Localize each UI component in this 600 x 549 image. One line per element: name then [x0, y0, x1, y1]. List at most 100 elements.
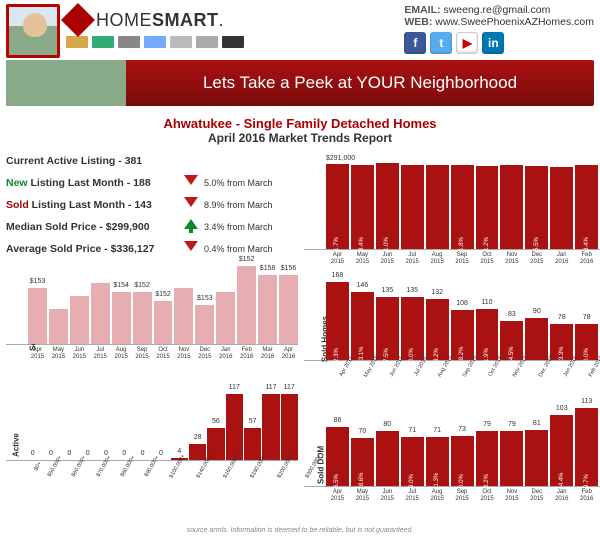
x-label: Dec2015: [525, 250, 548, 265]
x-label: Aug2015: [426, 250, 449, 265]
bar: 1682.3%: [326, 282, 349, 360]
x-label: Aug2015: [112, 345, 131, 360]
x-label: May2015: [49, 345, 68, 360]
bar: $152: [154, 301, 173, 344]
x-label: Jan2016: [550, 250, 573, 265]
stat-label: Median Sold Price - $299,900: [6, 221, 178, 233]
x-label: Dec2015: [195, 345, 214, 360]
contact-info: EMAIL: sweeng.re@gmail.com WEB: www.Swee…: [404, 4, 594, 54]
facebook-icon[interactable]: f: [404, 32, 426, 54]
stat-row: Sold Listing Last Month - 143 8.9% from M…: [6, 195, 298, 215]
bar: 798.2%: [476, 431, 499, 486]
arrow-down-icon: [184, 197, 198, 214]
bar: 7111.3%: [426, 437, 449, 486]
x-label: Jul2015: [401, 487, 424, 502]
chart-active: Active 000000004285611757117117 $0+$50,0…: [6, 395, 298, 495]
x-label: Jun2015: [70, 345, 89, 360]
report-title: Ahwatukee - Single Family Detached Homes…: [6, 116, 594, 145]
arrow-up-icon: [184, 219, 198, 236]
x-label: Dec2015: [525, 487, 548, 502]
chart-title: Sold DOM: [317, 446, 326, 484]
x-label: Nov2015: [500, 250, 523, 265]
endpoint-left: $291,000: [326, 155, 355, 162]
bar: 866.5%: [326, 427, 349, 486]
bar: 7018.6%: [351, 438, 374, 486]
bar: [550, 167, 573, 249]
bar: 1.0%: [376, 163, 399, 249]
bar: 1139.7%: [575, 408, 598, 486]
stat-label: Current Active Listing - 381: [6, 155, 178, 167]
stat-delta: 8.9% from March: [204, 200, 273, 210]
bar: 14613.1%: [351, 292, 374, 360]
report-title-line2: April 2016 Market Trends Report: [6, 131, 594, 145]
x-label: Mar2016: [258, 345, 277, 360]
x-label: Sep2015: [133, 345, 152, 360]
logo-block: HOMESMART.: [66, 4, 398, 48]
avatar: [6, 4, 60, 58]
bar: 8.4%: [351, 165, 374, 249]
report-title-line1: Ahwatukee - Single Family Detached Homes: [6, 116, 594, 131]
stat-delta: 0.4% from March: [204, 244, 273, 254]
bar: $152: [133, 292, 152, 344]
bar: 79: [500, 431, 523, 486]
stat-label: New Listing Last Month - 188: [6, 177, 178, 189]
x-label: Jan2016: [216, 345, 235, 360]
stat-row: Median Sold Price - $299,900 3.4% from Ma…: [6, 217, 298, 237]
x-label: Sep2015: [451, 487, 474, 502]
stat-delta: 5.0% from March: [204, 178, 273, 188]
arrow-down-icon: [184, 175, 198, 192]
bar: 1357.5%: [376, 297, 399, 360]
chart-sold-per-sqft: Sold $ per sq/ft $153$154$152$152$153$15…: [6, 267, 298, 377]
bar: $156: [279, 275, 298, 344]
bar: 1328.2%: [426, 299, 449, 360]
banner-title: Lets Take a Peek at YOUR Neighborhood: [126, 73, 594, 93]
bar: 5.5%: [525, 166, 548, 249]
stat-row: New Listing Last Month - 188 5.0% from Ma…: [6, 173, 298, 193]
bar: 81: [525, 430, 548, 486]
bar: $152: [237, 266, 256, 344]
x-label: Oct2015: [476, 487, 499, 502]
chart-title: Active: [12, 433, 21, 457]
x-label: Oct2015: [476, 250, 499, 265]
x-label: Sep2015: [451, 250, 474, 265]
x-label: Jun2015: [376, 487, 399, 502]
stat-label: Sold Listing Last Month - 143: [6, 199, 178, 211]
chart-sold-dom: Sold DOM 866.5%7018.6%80719.0%7111.3%730…: [304, 409, 600, 521]
x-label: Jul2015: [401, 250, 424, 265]
arrow-down-icon: [184, 241, 198, 258]
bar: $154: [112, 292, 131, 344]
bar: [216, 292, 235, 344]
twitter-icon[interactable]: t: [430, 32, 452, 54]
bar: [70, 296, 89, 344]
web-value: www.SweePhoenixAZHomes.com: [435, 16, 594, 28]
chart-sold-homes: Sold Homes 1682.3%14613.1%1357.5%1350.0%…: [304, 283, 600, 395]
x-label: Apr2015: [326, 250, 349, 265]
homesmart-logo-text: HOMESMART.: [96, 10, 224, 31]
summary-stats: Current Active Listing - 381 New Listing …: [6, 151, 298, 259]
x-label: Feb2016: [575, 487, 598, 502]
linkedin-icon[interactable]: in: [482, 32, 504, 54]
x-label: Feb2016: [237, 345, 256, 360]
stat-delta: 3.4% from March: [204, 222, 273, 232]
homesmart-diamond-icon: [61, 3, 95, 37]
bar: [426, 165, 449, 249]
email-label: EMAIL:: [404, 4, 440, 16]
x-label: Feb2016: [575, 250, 598, 265]
bar: 3.4%: [575, 165, 598, 249]
web-label: WEB:: [404, 16, 432, 28]
x-label: Nov2015: [174, 345, 193, 360]
bar: 730.0%: [451, 436, 474, 486]
certification-badges: [66, 36, 398, 48]
x-label: Jul2015: [91, 345, 110, 360]
x-label: Oct2015: [154, 345, 173, 360]
x-label: Apr2015: [326, 487, 349, 502]
bar: 1.7%: [326, 164, 349, 249]
stat-label: Average Sold Price - $336,127: [6, 243, 178, 255]
header: HOMESMART. EMAIL: sweeng.re@gmail.com WE…: [0, 0, 600, 60]
x-label: Apr2016: [279, 345, 298, 360]
bar: [91, 283, 110, 344]
bar: $153: [195, 305, 214, 344]
youtube-icon[interactable]: ▶: [456, 32, 478, 54]
bar: 719.0%: [401, 437, 424, 486]
bar: $158: [258, 275, 277, 344]
